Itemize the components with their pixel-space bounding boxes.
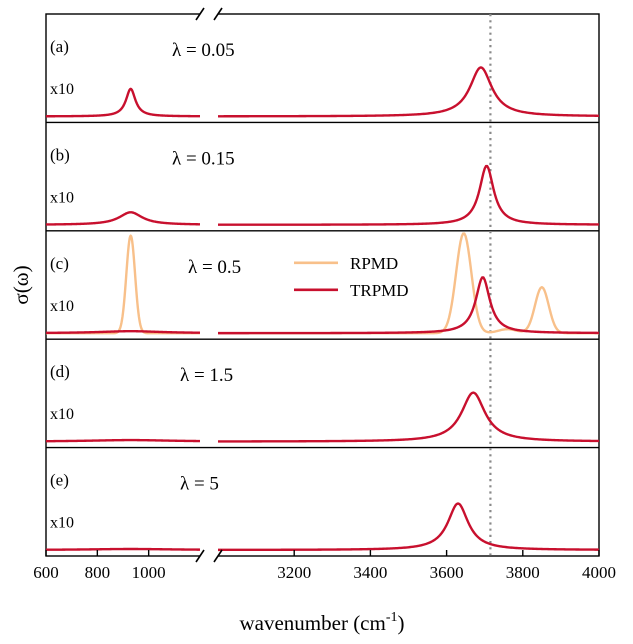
series-line-trpmd (218, 276, 599, 335)
x-tick-label: 3400 (353, 563, 387, 582)
series-line-trpmd (45, 211, 201, 226)
axis-break-mark (195, 549, 205, 563)
series-line-trpmd (45, 87, 201, 118)
x-tick-label: 3800 (506, 563, 540, 582)
plot-frame (45, 13, 600, 557)
legend-label-rpmd: RPMD (350, 254, 398, 273)
axis-break-gap (200, 12, 218, 16)
series-line-trpmd (218, 66, 600, 118)
scale-label: x10 (50, 406, 74, 423)
series-line-trpmd (218, 391, 600, 443)
x-tick-label: 4000 (582, 563, 616, 582)
lambda-label: λ = 0.5 (188, 257, 241, 278)
series-line-trpmd (218, 502, 600, 552)
panel-tag: (a) (50, 37, 69, 56)
series-line-trpmd (218, 164, 599, 226)
lambda-label: λ = 5 (180, 474, 219, 495)
panel-tag: (c) (50, 254, 69, 273)
x-tick-label: 3600 (430, 563, 464, 582)
x-tick-label: 800 (85, 563, 111, 582)
series-line-trpmd (45, 330, 201, 335)
panel-tag: (b) (50, 145, 70, 164)
series-line-trpmd (45, 547, 201, 551)
scale-label: x10 (50, 298, 74, 315)
x-tick-label: 600 (33, 563, 59, 582)
series-line-rpmd (45, 234, 201, 335)
axis-break-mark (213, 549, 223, 563)
scale-label: x10 (50, 189, 74, 206)
scale-label: x10 (50, 81, 74, 98)
y-axis-label: σ(ω) (9, 265, 33, 304)
series-line-trpmd (45, 438, 201, 443)
lambda-label: λ = 0.05 (172, 40, 235, 61)
scale-label: x10 (50, 515, 74, 532)
axis-break-mark (195, 7, 205, 21)
lambda-label: λ = 1.5 (180, 365, 233, 386)
axis-break-mark (213, 7, 223, 21)
x-tick-label: 3200 (277, 563, 311, 582)
panel-tag: (d) (50, 362, 70, 381)
panel-tag: (e) (50, 471, 69, 490)
axis-break-gap (200, 554, 218, 558)
lambda-label: λ = 0.15 (172, 148, 235, 169)
legend-label-trpmd: TRPMD (350, 281, 409, 300)
x-tick-label: 1000 (132, 563, 166, 582)
x-axis-label: wavenumber (cm-1) (239, 610, 404, 635)
